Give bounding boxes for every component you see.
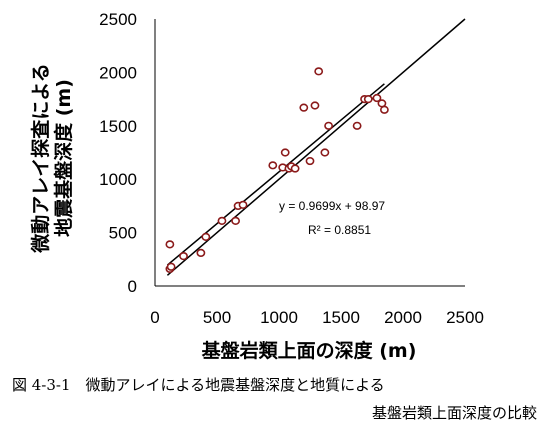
data-point: [217, 216, 227, 225]
data-point: [310, 101, 320, 110]
data-point: [324, 121, 333, 130]
r-squared-label: R² = 0.8851: [308, 223, 371, 237]
y-tick-label: 0: [128, 277, 137, 296]
data-point: [196, 248, 206, 257]
y-axis-title-line2: 地震基盤深度 (m): [52, 79, 75, 237]
data-point: [352, 121, 362, 130]
data-point: [179, 251, 188, 261]
data-point: [166, 262, 176, 271]
data-point: [379, 105, 389, 114]
x-tick-label: 500: [203, 308, 231, 327]
y-tick-label: 500: [109, 224, 137, 243]
y-tick-label: 1000: [99, 170, 137, 189]
data-point: [280, 148, 290, 157]
y-tick-label: 2500: [99, 10, 137, 29]
data-points: [165, 67, 389, 274]
regression-equation: y = 0.9699x + 98.97: [279, 199, 385, 213]
y-tick-label: 2000: [99, 63, 137, 82]
data-point: [305, 156, 315, 166]
figure-caption-line1: 図 4-3-1 微動アレイによる地震基盤深度と地質による: [12, 376, 385, 394]
x-tick-labels: 0 500 1000 1500 2000 2500: [150, 308, 484, 327]
data-point: [372, 93, 382, 103]
x-tick-label: 0: [150, 308, 159, 327]
figure-caption-line2: 基盤岩類上面深度の比較: [371, 404, 537, 422]
x-tick-label: 2500: [446, 308, 484, 327]
data-point: [231, 216, 240, 225]
data-point: [268, 161, 278, 170]
data-point: [363, 94, 373, 104]
data-point: [290, 164, 300, 173]
x-tick-label: 2000: [384, 308, 422, 327]
y-axis-title-line1: 微動アレイ探査による: [29, 63, 52, 253]
axes: [154, 19, 465, 287]
data-point: [238, 200, 248, 209]
data-point: [314, 67, 324, 76]
y-tick-labels: 0 500 1000 1500 2000 2500: [99, 10, 137, 296]
y-tick-label: 1500: [99, 117, 137, 136]
data-point: [299, 103, 309, 112]
x-axis-title: 基盤岩類上面の深度 (m): [201, 339, 417, 362]
scatter-chart: 0 500 1000 1500 2000 2500 0 500 1000 1500 2000 250…: [29, 10, 484, 362]
data-point: [201, 232, 211, 241]
data-point: [320, 148, 330, 157]
identity-line: [166, 18, 466, 276]
y-axis-title: 微動アレイ探査による 地震基盤深度 (m): [29, 63, 75, 253]
regression-line: [166, 83, 385, 266]
data-point: [165, 240, 175, 249]
x-tick-label: 1000: [260, 308, 298, 327]
x-tick-label: 1500: [322, 308, 360, 327]
